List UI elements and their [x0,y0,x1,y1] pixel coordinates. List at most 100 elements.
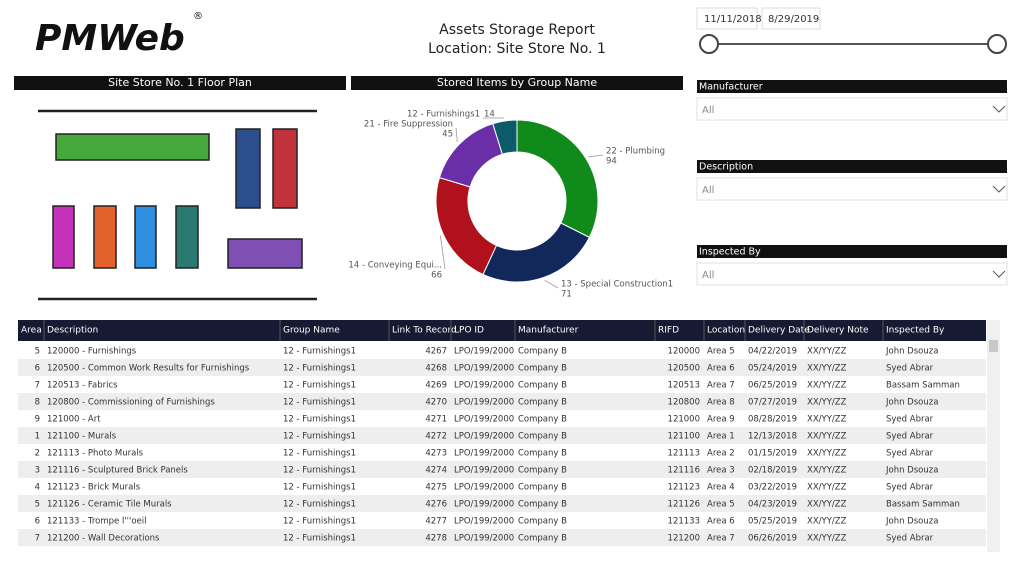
dropdown[interactable] [697,98,1007,120]
table-cell: 05/25/2019 [748,517,797,527]
table-cell: Company B [518,398,567,408]
donut-slice [483,223,589,282]
slice-value: 94 [606,157,617,167]
table-cell: LPO/199/2000 [454,432,514,442]
leader-line [545,280,558,288]
table-cell: 12 - Furnishings1 [283,347,356,357]
table-cell: XX/YY/ZZ [807,415,847,425]
report-title: Assets Storage Report [439,22,595,38]
table-cell: 1 [35,432,40,442]
table-cell: Syed Abrar [886,364,934,374]
table-cell: Area 7 [707,534,735,544]
table-cell: Syed Abrar [886,432,934,442]
dropdown-value[interactable]: All [702,185,714,196]
table-cell: 120513 [668,381,700,391]
table-cell: John Dsouza [885,347,938,357]
slice-label: 13 - Special Construction1 [561,280,673,290]
table-cell: 4272 [425,432,447,442]
table-cell: Area 1 [707,432,735,442]
table-cell: 4275 [425,483,447,493]
column-header[interactable]: Delivery Date [748,326,810,336]
dropdown[interactable] [697,178,1007,200]
table-cell: Syed Abrar [886,415,934,425]
table-cell: XX/YY/ZZ [807,517,847,527]
table-cell: 08/28/2019 [748,415,797,425]
table-cell: LPO/199/2000 [454,398,514,408]
slider-handle[interactable] [700,35,718,53]
table-cell: 121126 [668,500,700,510]
table-cell: LPO/199/2000 [454,466,514,476]
filter-label: Manufacturer [699,82,763,93]
column-header[interactable]: LPO ID [454,326,484,336]
table-cell: XX/YY/ZZ [807,347,847,357]
column-header[interactable]: Group Name [283,326,340,336]
table-cell: 6 [35,517,40,527]
table-cell: 9 [35,415,40,425]
logo: PMWeb [35,18,185,59]
column-header[interactable]: Manufacturer [518,326,579,336]
table-cell: XX/YY/ZZ [807,432,847,442]
scrollbar[interactable] [987,320,1000,552]
table-cell: 121113 [668,449,700,459]
table-cell: 121116 [668,466,700,476]
table-cell: LPO/199/2000 [454,364,514,374]
date-to[interactable]: 8/29/2019 [768,14,819,25]
table-cell: Area 6 [707,364,735,374]
filter-label: Inspected By [699,247,761,258]
table-cell: XX/YY/ZZ [807,449,847,459]
table-cell: XX/YY/ZZ [807,500,847,510]
table-cell: 12 - Furnishings1 [283,398,356,408]
date-from[interactable]: 11/11/2018 [704,14,762,25]
table-cell: Company B [518,432,567,442]
table-cell: 121123 [668,483,700,493]
table-cell: Company B [518,381,567,391]
table-cell: Company B [518,466,567,476]
table-cell: Area 6 [707,517,735,527]
column-header[interactable]: RIFD [658,326,679,336]
table-cell: 121100 - Murals [47,432,117,442]
table-cell: 4269 [425,381,447,391]
column-header[interactable]: Area [21,326,42,336]
table-cell: Area 5 [707,347,735,357]
table-cell: XX/YY/ZZ [807,381,847,391]
table-cell: Area 8 [707,398,735,408]
column-header[interactable]: Description [47,326,98,336]
scroll-thumb[interactable] [989,340,998,352]
table-cell: 03/22/2019 [748,483,797,493]
table-cell: 4268 [425,364,447,374]
table-cell: Bassam Samman [886,500,960,510]
table-cell: 04/22/2019 [748,347,797,357]
leader-line [456,128,457,142]
donut-slice [436,178,496,275]
table-cell: 12 - Furnishings1 [283,466,356,476]
table-cell: Syed Abrar [886,483,934,493]
table-cell: 4273 [425,449,447,459]
slice-label: 14 - Conveying Equi... [348,261,442,271]
table-cell: Area 2 [707,449,735,459]
table-cell: 2 [35,449,40,459]
table-cell: 7 [35,381,40,391]
dropdown-value[interactable]: All [702,270,714,281]
column-header[interactable]: Location [707,326,745,336]
table-cell: LPO/199/2000 [454,415,514,425]
table-cell: Area 9 [707,415,735,425]
slice-label: 22 - Plumbing [606,147,665,157]
table-cell: XX/YY/ZZ [807,483,847,493]
slice-label: 21 - Fire Suppression [364,120,453,130]
slider-handle[interactable] [988,35,1006,53]
column-header[interactable]: Delivery Note [807,326,869,336]
dropdown-value[interactable]: All [702,105,714,116]
table-cell: 120800 [668,398,700,408]
table-cell: Company B [518,500,567,510]
column-header[interactable]: Inspected By [886,326,945,336]
table-cell: 4274 [425,466,447,476]
table-cell: 4267 [425,347,447,357]
column-header[interactable]: Link To Record [392,326,457,336]
table-cell: XX/YY/ZZ [807,398,847,408]
table-cell: 121126 - Ceramic Tile Murals [47,500,172,510]
table-cell: 12 - Furnishings1 [283,432,356,442]
dropdown[interactable] [697,263,1007,285]
table-cell: 02/18/2019 [748,466,797,476]
slice-value: 45 [442,130,453,140]
